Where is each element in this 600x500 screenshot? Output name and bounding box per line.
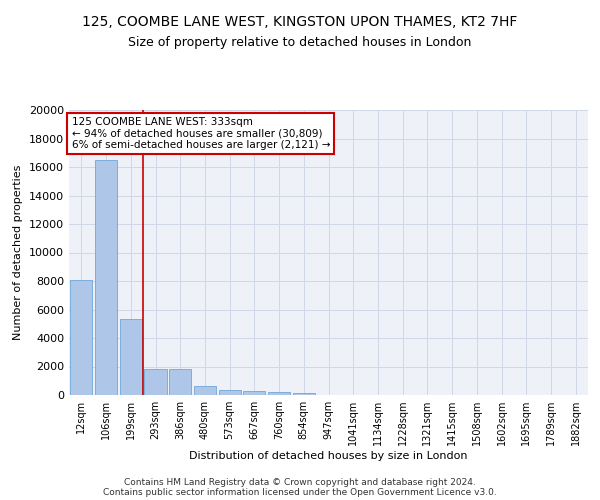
- Bar: [268, 392, 290, 395]
- Text: 125, COOMBE LANE WEST, KINGSTON UPON THAMES, KT2 7HF: 125, COOMBE LANE WEST, KINGSTON UPON THA…: [82, 16, 518, 30]
- Bar: [70, 280, 92, 395]
- Bar: [95, 160, 117, 395]
- Bar: [119, 320, 142, 395]
- Y-axis label: Number of detached properties: Number of detached properties: [13, 165, 23, 340]
- Bar: [169, 368, 191, 395]
- Text: 125 COOMBE LANE WEST: 333sqm
← 94% of detached houses are smaller (30,809)
6% of: 125 COOMBE LANE WEST: 333sqm ← 94% of de…: [71, 117, 330, 150]
- Bar: [194, 386, 216, 395]
- Bar: [243, 391, 265, 395]
- Bar: [293, 393, 315, 395]
- Text: Size of property relative to detached houses in London: Size of property relative to detached ho…: [128, 36, 472, 49]
- X-axis label: Distribution of detached houses by size in London: Distribution of detached houses by size …: [189, 451, 468, 461]
- Text: Contains HM Land Registry data © Crown copyright and database right 2024.
Contai: Contains HM Land Registry data © Crown c…: [103, 478, 497, 497]
- Bar: [145, 368, 167, 395]
- Bar: [218, 390, 241, 395]
